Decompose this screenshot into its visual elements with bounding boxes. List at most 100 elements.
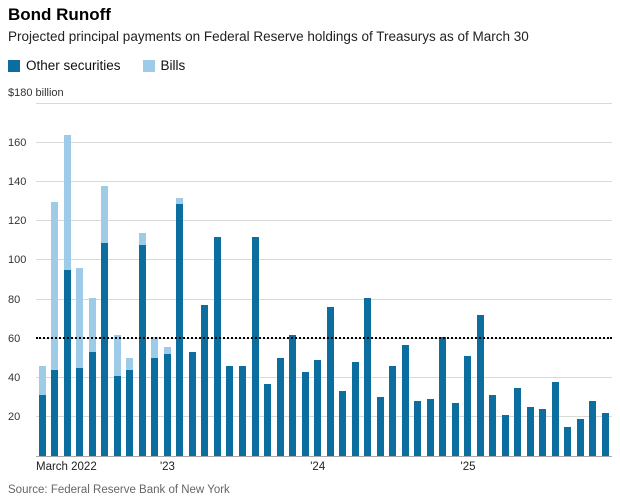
bar-stack xyxy=(264,104,272,456)
bar-column-jul-2023 xyxy=(236,104,249,456)
gridline xyxy=(36,220,612,222)
bar-stack xyxy=(201,104,209,456)
bar-column-jul-2025 xyxy=(537,104,550,456)
bar-segment-other-securities xyxy=(251,236,259,456)
bar-segment-other-securities xyxy=(414,401,422,456)
bar-segment-other-securities xyxy=(51,369,59,456)
bar-stack xyxy=(514,104,522,456)
bar-column-feb-2025 xyxy=(474,104,487,456)
bar-segment-bills xyxy=(176,197,184,204)
bar-column-jul-2022 xyxy=(86,104,99,456)
bar-column-apr-2025 xyxy=(499,104,512,456)
bar-column-nov-2025 xyxy=(587,104,600,456)
bar-segment-other-securities xyxy=(364,297,372,456)
bar-stack xyxy=(339,104,347,456)
bar-column-jun-2025 xyxy=(524,104,537,456)
bar-stack xyxy=(414,104,422,456)
bar-stack xyxy=(589,104,597,456)
bar-column-oct-2022 xyxy=(124,104,137,456)
bar-stack xyxy=(576,104,584,456)
legend-swatch-other-securities xyxy=(8,59,20,72)
bar-stack xyxy=(151,104,159,456)
bar-segment-other-securities xyxy=(451,403,459,456)
bar-stack xyxy=(113,104,121,456)
y-axis-tick-label: 40 xyxy=(8,371,21,384)
bar-segment-other-securities xyxy=(514,387,522,456)
legend-item-bills: Bills xyxy=(142,58,185,73)
bar-segment-other-securities xyxy=(38,395,46,456)
bar-segment-other-securities xyxy=(151,358,159,456)
bar-segment-bills xyxy=(163,346,171,355)
gridline xyxy=(36,376,612,378)
bar-stack xyxy=(326,104,334,456)
bar-stack xyxy=(176,104,184,456)
bar-column-jun-2023 xyxy=(224,104,237,456)
bar-segment-bills xyxy=(76,268,84,368)
bar-segment-other-securities xyxy=(426,399,434,456)
bar-column-mar-2022 xyxy=(36,104,49,456)
bar-column-dec-2022 xyxy=(149,104,162,456)
plot-area xyxy=(36,103,612,457)
bar-segment-bills xyxy=(63,135,71,271)
x-axis-tick-label: '25 xyxy=(460,461,476,473)
bar-segment-other-securities xyxy=(389,366,397,456)
bar-column-sep-2024 xyxy=(411,104,424,456)
bar-stack xyxy=(489,104,497,456)
bar-stack xyxy=(76,104,84,456)
gridline xyxy=(36,181,612,183)
bar-segment-bills xyxy=(101,186,109,243)
page-title: Bond Runoff xyxy=(8,5,111,24)
bar-stack xyxy=(451,104,459,456)
bar-column-apr-2023 xyxy=(199,104,212,456)
bar-column-may-2024 xyxy=(361,104,374,456)
bar-stack xyxy=(526,104,534,456)
bar-segment-bills xyxy=(138,233,146,245)
bar-column-aug-2025 xyxy=(549,104,562,456)
runoff-cap-dotted-line xyxy=(36,336,612,339)
bar-segment-bills xyxy=(88,297,96,353)
bar-column-may-2022 xyxy=(61,104,74,456)
bar-stack xyxy=(476,104,484,456)
bar-column-jan-2023 xyxy=(161,104,174,456)
bar-segment-other-securities xyxy=(489,395,497,456)
legend-label-other-securities: Other securities xyxy=(26,58,121,73)
bar-stack xyxy=(188,104,196,456)
bar-segment-other-securities xyxy=(401,344,409,456)
bar-column-aug-2022 xyxy=(99,104,112,456)
bar-segment-other-securities xyxy=(589,401,597,456)
bar-segment-other-securities xyxy=(576,418,584,456)
bar-segment-other-securities xyxy=(289,334,297,456)
bar-segment-other-securities xyxy=(63,270,71,456)
bar-segment-other-securities xyxy=(439,336,447,456)
bar-stack xyxy=(63,104,71,456)
bar-segment-bills xyxy=(113,334,121,376)
y-axis-tick-label: 120 xyxy=(8,215,27,228)
bar-segment-other-securities xyxy=(476,315,484,456)
bar-stack xyxy=(163,104,171,456)
source-credit: Source: Federal Reserve Bank of New York xyxy=(8,484,230,496)
bar-column-oct-2023 xyxy=(274,104,287,456)
bar-stack xyxy=(376,104,384,456)
bar-segment-other-securities xyxy=(88,352,96,456)
bar-column-mar-2025 xyxy=(487,104,500,456)
bar-stack xyxy=(276,104,284,456)
bar-column-may-2023 xyxy=(211,104,224,456)
legend-item-other-securities: Other securities xyxy=(8,58,121,73)
bar-stack xyxy=(539,104,547,456)
bar-column-feb-2024 xyxy=(324,104,337,456)
gridline xyxy=(36,142,612,144)
bar-segment-other-securities xyxy=(176,203,184,456)
bar-stack xyxy=(314,104,322,456)
x-axis-tick-label: March 2022 xyxy=(36,461,97,473)
bar-segment-other-securities xyxy=(464,356,472,456)
bar-segment-other-securities xyxy=(201,305,209,456)
bar-column-jun-2022 xyxy=(74,104,87,456)
bar-segment-other-securities xyxy=(126,369,134,456)
bar-column-dec-2024 xyxy=(449,104,462,456)
bar-segment-other-securities xyxy=(188,352,196,456)
y-axis-tick-label: 140 xyxy=(8,176,27,189)
bar-column-mar-2023 xyxy=(186,104,199,456)
bar-stack xyxy=(239,104,246,456)
bar-stack xyxy=(464,104,472,456)
bar-stack xyxy=(126,104,134,456)
